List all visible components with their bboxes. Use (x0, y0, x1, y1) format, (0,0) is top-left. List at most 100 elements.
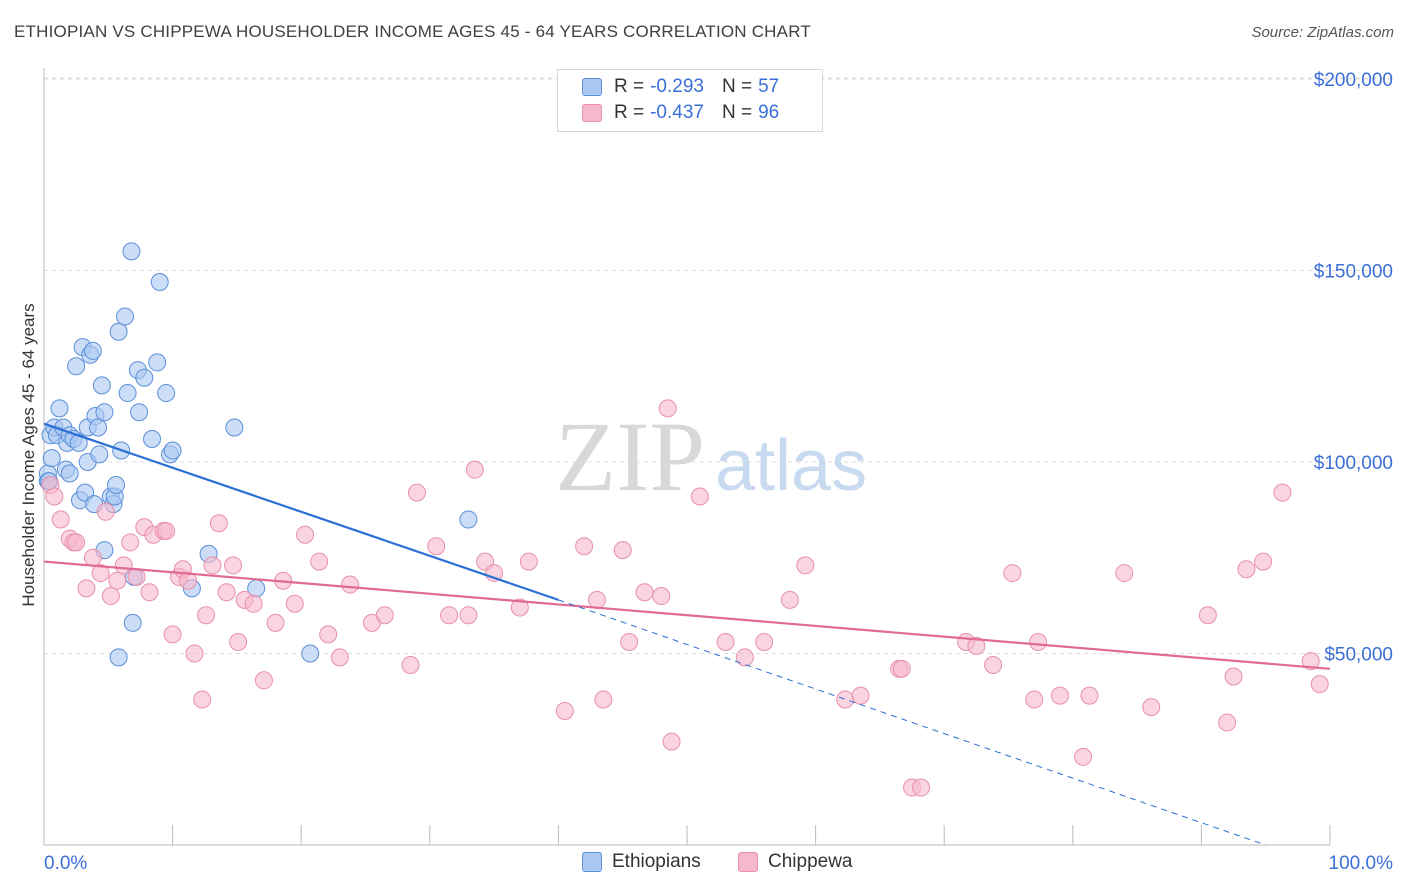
chippewa-point (217, 583, 236, 602)
chippewa-point (1115, 564, 1134, 583)
chippewa-point (96, 502, 115, 521)
chippewa-point (1224, 667, 1243, 686)
y-axis-label: Householder Income Ages 45 - 64 years (19, 303, 38, 606)
ethiopian-point (90, 445, 109, 464)
watermark: ZIP atlas (555, 401, 867, 512)
chippewa-point (108, 571, 127, 590)
chippewa-point (1050, 686, 1069, 705)
chippewa-point (244, 594, 263, 613)
chippewa-point (83, 548, 102, 567)
trend-lines (43, 422, 1331, 846)
chippewa-point (555, 701, 574, 720)
chippewa-point (209, 514, 228, 533)
chippewa-point (635, 583, 654, 602)
chippewa-point (1142, 698, 1161, 717)
chippewa-legend-swatch (738, 852, 758, 872)
chippewa-point (1218, 713, 1237, 732)
ethiopian-point (83, 341, 102, 360)
chippewa-point (658, 399, 677, 418)
chippewa-point (440, 606, 459, 625)
ethiopians-legend-swatch (582, 852, 602, 872)
chippewa-point (157, 521, 176, 540)
chippewa-point (185, 644, 204, 663)
chippewa-point (45, 487, 64, 506)
chippewa-point (851, 686, 870, 705)
chippewa-point (1074, 747, 1093, 766)
chippewa-point (1003, 564, 1022, 583)
chippewa-point (285, 594, 304, 613)
chippewa-point (67, 533, 86, 552)
ethiopian-point (67, 357, 86, 376)
axes (43, 68, 1331, 846)
x-tick-label-max: 100.0% (1329, 853, 1394, 874)
chippewa-point (77, 579, 96, 598)
ethiopian-point (130, 403, 149, 422)
ethiopians-swatch (582, 78, 602, 96)
legend-row-chippewa: R = -0.437 N = 96 (582, 101, 779, 125)
chippewa-r-value: -0.437 (650, 102, 704, 123)
grid-lines (44, 77, 1395, 654)
chippewa-point (620, 633, 639, 652)
chippewa-point (296, 525, 315, 544)
chippewa-point (662, 732, 681, 751)
y-tick-label: $200,000 (1314, 70, 1393, 91)
ethiopian-point (92, 376, 111, 395)
chippewa-point (796, 556, 815, 575)
ethiopian-point (42, 449, 61, 468)
ethiopian-point (109, 648, 128, 667)
ethiopians-n-label: N = (721, 76, 753, 97)
ethiopian-point (225, 418, 244, 437)
chippewa-point (91, 564, 110, 583)
x-tick-label-min: 0.0% (44, 853, 87, 874)
chippewa-point (163, 625, 182, 644)
chippewa-point (319, 625, 338, 644)
chippewa-point (203, 556, 222, 575)
chippewa-point (51, 510, 70, 529)
ethiopian-point (150, 272, 169, 291)
ethiopians-r-label: R = (614, 76, 645, 97)
y-tick-label: $100,000 (1314, 453, 1393, 474)
chippewa-point (1237, 560, 1256, 579)
source-label: Source: ZipAtlas.com (1251, 24, 1394, 41)
chippewa-trend-line (43, 560, 1331, 670)
chippewa-point (330, 648, 349, 667)
ethiopian-point (135, 368, 154, 387)
ethiopian-point (116, 307, 135, 326)
chippewa-point (519, 552, 538, 571)
chippewa-point (310, 552, 329, 571)
chippewa-point (755, 633, 774, 652)
chippewa-point (1273, 483, 1292, 502)
ethiopian-point (89, 418, 108, 437)
chippewa-points (41, 399, 1329, 797)
chippewa-point (892, 659, 911, 678)
chippewa-point (1198, 606, 1217, 625)
chippewa-point (613, 541, 632, 560)
chippewa-point (690, 487, 709, 506)
chippewa-point (587, 590, 606, 609)
chippewa-point (575, 537, 594, 556)
chippewa-point (127, 567, 146, 586)
chippewa-point (735, 648, 754, 667)
chippewa-point (254, 671, 273, 690)
chippewa-point (1254, 552, 1273, 571)
ethiopians-r-value: -0.293 (650, 76, 704, 97)
ethiopian-point (95, 403, 114, 422)
y-tick-label: $50,000 (1324, 645, 1393, 666)
chippewa-point (652, 587, 671, 606)
chippewa-point (179, 571, 198, 590)
ethiopian-point (157, 384, 176, 403)
chippewa-n-value: 96 (758, 102, 780, 123)
ethiopian-point (107, 475, 126, 494)
chippewa-point (836, 690, 855, 709)
series-legend: Ethiopians Chippewa (0, 851, 1406, 877)
legend-item-chippewa: Chippewa (738, 851, 853, 873)
ethiopian-point (148, 353, 167, 372)
chippewa-point (1025, 690, 1044, 709)
ethiopians-trend-line (43, 422, 559, 601)
chippewa-point (465, 460, 484, 479)
correlation-legend: R = -0.293 N = 57 R = -0.437 N = 96 (557, 69, 823, 132)
chippewa-swatch (582, 104, 602, 122)
ethiopian-point (69, 433, 88, 452)
chippewa-point (140, 583, 159, 602)
